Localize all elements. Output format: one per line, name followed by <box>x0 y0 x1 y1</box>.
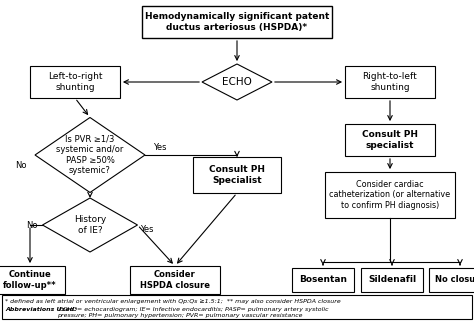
Bar <box>361 268 423 292</box>
Polygon shape <box>35 117 145 193</box>
Text: Consult PH
specialist: Consult PH specialist <box>362 130 418 150</box>
Text: No closure: No closure <box>435 275 474 284</box>
Polygon shape <box>43 198 137 252</box>
Bar <box>142 6 332 38</box>
Bar <box>2 295 472 319</box>
Text: Hemodynamically significant patent
ductus arteriosus (HSPDA)*: Hemodynamically significant patent ductu… <box>145 12 329 32</box>
Text: ECHO= echocardiogram; IE= Infective endocarditis; PASP= pulmonary artery systoli: ECHO= echocardiogram; IE= Infective endo… <box>57 307 328 318</box>
Text: Yes: Yes <box>153 143 166 152</box>
Bar <box>429 268 474 292</box>
Bar <box>345 66 435 98</box>
Bar <box>130 266 220 294</box>
Text: Consider
HSPDA closure: Consider HSPDA closure <box>140 270 210 290</box>
Bar <box>292 268 354 292</box>
Text: Consider cardiac
catheterization (or alternative
to confirm PH diagnosis): Consider cardiac catheterization (or alt… <box>329 180 451 210</box>
Bar <box>325 172 455 218</box>
Bar <box>193 157 281 193</box>
Text: ECHO: ECHO <box>222 77 252 87</box>
Text: Yes: Yes <box>140 225 154 235</box>
Bar <box>345 124 435 156</box>
Text: Right-to-left
shunting: Right-to-left shunting <box>363 72 418 92</box>
Bar <box>0 266 65 294</box>
Text: No: No <box>16 160 27 169</box>
Text: Sildenafil: Sildenafil <box>368 275 416 284</box>
Text: Bosentan: Bosentan <box>299 275 347 284</box>
Text: Is PVR ≥1/3
systemic and/or
PASP ≥50%
systemic?: Is PVR ≥1/3 systemic and/or PASP ≥50% sy… <box>56 135 124 175</box>
Polygon shape <box>202 64 272 100</box>
Text: * defined as left atrial or ventricular enlargement with Qp:Qs ≥1.5:1;  ** may a: * defined as left atrial or ventricular … <box>5 299 341 304</box>
Bar <box>30 66 120 98</box>
Text: Continue
follow-up**: Continue follow-up** <box>3 270 57 290</box>
Text: History
of IE?: History of IE? <box>74 215 106 235</box>
Text: Consult PH
Specialist: Consult PH Specialist <box>209 165 265 185</box>
Text: No: No <box>26 221 37 230</box>
Text: Abbreviations Used:: Abbreviations Used: <box>5 307 77 312</box>
Text: Left-to-right
shunting: Left-to-right shunting <box>48 72 102 92</box>
